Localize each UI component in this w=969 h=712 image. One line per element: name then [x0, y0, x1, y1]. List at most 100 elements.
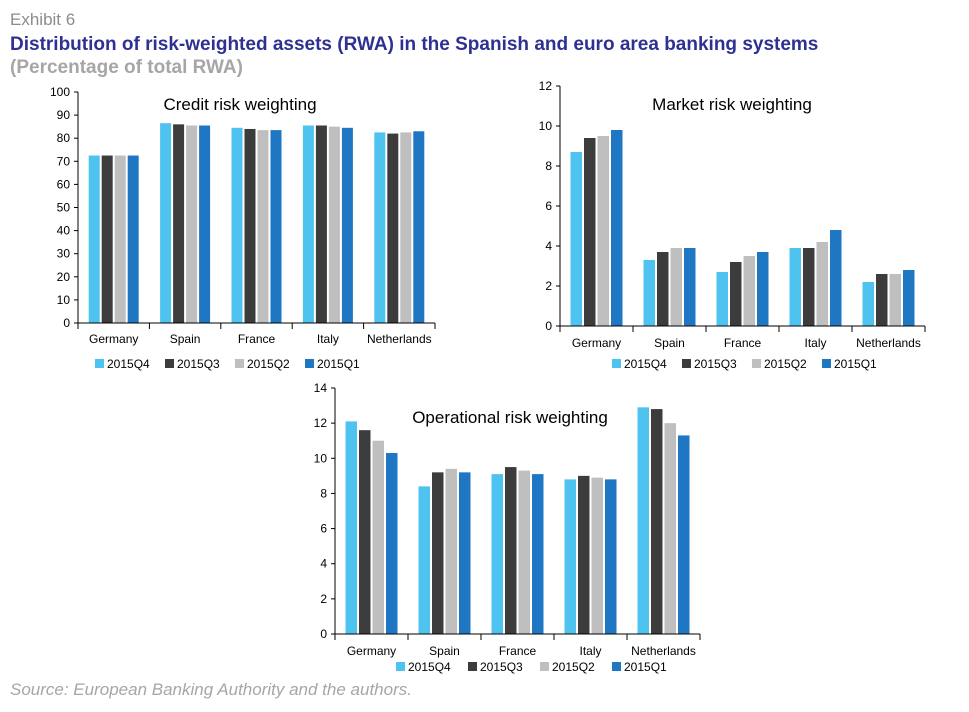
- operational-bar-spain-2015q3: [432, 472, 444, 634]
- market-category-label: Germany: [572, 336, 621, 350]
- operational-bar-spain-2015q1: [459, 472, 471, 634]
- credit-y-tick-label: 70: [57, 154, 71, 168]
- credit-y-tick-label: 60: [57, 177, 71, 191]
- credit-category-label: Spain: [170, 332, 201, 346]
- credit-bar-italy-2015q4: [302, 125, 314, 323]
- credit-y-tick-label: 10: [57, 293, 71, 307]
- market-bar-italy-2015q3: [803, 248, 815, 326]
- credit-bar-france-2015q3: [244, 128, 256, 323]
- operational-risk-chart: 0 2 4 6 8 10 12 14 Germany Spain France Italy Nether…: [314, 381, 701, 674]
- operational-legend-label-2015q2: 2015Q2: [552, 660, 595, 674]
- exhibit-label: Exhibit 6: [10, 10, 76, 29]
- credit-bar-france-2015q4: [231, 127, 243, 324]
- market-bar-italy-2015q2: [816, 242, 828, 326]
- operational-y-tick-label: 2: [320, 592, 327, 606]
- market-legend-label-2015q1: 2015Q1: [834, 357, 877, 371]
- operational-legend-label-2015q3: 2015Q3: [480, 660, 523, 674]
- market-legend-label-2015q3: 2015Q3: [694, 357, 737, 371]
- operational-bar-italy-2015q4: [564, 479, 576, 634]
- credit-legend-label-2015q3: 2015Q3: [177, 357, 220, 371]
- credit-bar-france-2015q1: [270, 130, 282, 323]
- operational-bar-netherlands-2015q1: [678, 435, 690, 634]
- market-category-label: Italy: [804, 336, 826, 350]
- credit-bar-germany-2015q4: [88, 155, 100, 323]
- market-y-tick-label: 2: [545, 279, 552, 293]
- credit-y-tick-label: 0: [63, 316, 70, 330]
- market-risk-chart: 0 2 4 6 8 10 12 Germany Spain France Italy Netherla…: [539, 79, 926, 371]
- operational-category-label: Netherlands: [631, 644, 696, 658]
- credit-bar-spain-2015q2: [186, 125, 198, 323]
- market-legend-label-2015q2: 2015Q2: [764, 357, 807, 371]
- market-bar-netherlands-2015q4: [862, 282, 874, 326]
- market-y-tick-label: 6: [545, 199, 552, 213]
- market-y-tick-label: 4: [545, 239, 552, 253]
- market-bar-netherlands-2015q1: [903, 270, 915, 326]
- market-category-label: France: [724, 336, 762, 350]
- credit-y-tick-label: 20: [57, 270, 71, 284]
- operational-chart-title: Operational risk weighting: [412, 408, 608, 427]
- market-legend-label-2015q4: 2015Q4: [624, 357, 667, 371]
- operational-bar-germany-2015q2: [372, 440, 384, 634]
- market-bar-spain-2015q2: [670, 248, 682, 326]
- operational-y-tick-label: 10: [314, 451, 328, 465]
- market-bar-germany-2015q3: [584, 138, 596, 326]
- credit-category-label: Germany: [89, 332, 138, 346]
- market-bar-italy-2015q4: [789, 248, 801, 326]
- credit-legend-swatch-2015q1: [305, 359, 314, 368]
- market-legend-swatch-2015q4: [612, 359, 621, 368]
- operational-y-tick-label: 0: [320, 627, 327, 641]
- operational-legend-swatch-2015q2: [540, 662, 549, 671]
- credit-y-tick-label: 40: [57, 224, 71, 238]
- operational-category-label: Italy: [579, 644, 601, 658]
- market-bar-france-2015q1: [757, 252, 769, 326]
- market-bar-netherlands-2015q2: [889, 274, 901, 326]
- credit-y-tick-label: 90: [57, 108, 71, 122]
- credit-chart-title: Credit risk weighting: [163, 95, 316, 114]
- credit-y-tick-label: 100: [50, 85, 70, 99]
- operational-bar-germany-2015q4: [345, 421, 357, 634]
- credit-bar-italy-2015q2: [328, 126, 340, 324]
- market-bar-spain-2015q1: [684, 248, 696, 326]
- operational-bar-france-2015q1: [532, 474, 544, 634]
- market-y-tick-label: 12: [539, 79, 553, 93]
- figure-subtitle: (Percentage of total RWA): [10, 57, 243, 78]
- operational-bar-italy-2015q3: [578, 475, 590, 634]
- operational-bar-germany-2015q1: [386, 453, 398, 634]
- source-note: Source: European Banking Authority and t…: [10, 680, 412, 699]
- credit-legend-swatch-2015q4: [95, 359, 104, 368]
- market-bar-france-2015q4: [716, 272, 728, 326]
- operational-bar-netherlands-2015q3: [651, 409, 663, 634]
- operational-legend-swatch-2015q4: [396, 662, 405, 671]
- figure-title: Distribution of risk-weighted assets (RW…: [10, 34, 819, 55]
- operational-y-tick-label: 4: [320, 557, 327, 571]
- operational-category-label: France: [499, 644, 537, 658]
- operational-category-label: Spain: [429, 644, 460, 658]
- credit-bar-spain-2015q4: [160, 123, 172, 323]
- credit-bar-netherlands-2015q2: [400, 132, 412, 323]
- market-bar-netherlands-2015q3: [876, 274, 888, 326]
- market-legend-swatch-2015q2: [752, 359, 761, 368]
- market-category-label: Netherlands: [856, 336, 921, 350]
- operational-bar-france-2015q2: [518, 470, 530, 634]
- credit-bar-netherlands-2015q1: [413, 131, 425, 323]
- credit-y-tick-label: 80: [57, 131, 71, 145]
- market-bar-france-2015q2: [743, 256, 755, 326]
- operational-legend-label-2015q4: 2015Q4: [408, 660, 451, 674]
- credit-legend-label-2015q4: 2015Q4: [107, 357, 150, 371]
- operational-legend-label-2015q1: 2015Q1: [624, 660, 667, 674]
- credit-bar-spain-2015q1: [199, 125, 211, 323]
- credit-category-label: Netherlands: [367, 332, 432, 346]
- credit-bar-italy-2015q1: [341, 127, 353, 324]
- credit-bar-netherlands-2015q3: [387, 133, 399, 323]
- credit-category-label: Italy: [317, 332, 339, 346]
- operational-category-label: Germany: [347, 644, 396, 658]
- operational-bar-spain-2015q2: [445, 468, 457, 634]
- credit-bar-germany-2015q2: [114, 155, 126, 323]
- operational-y-tick-label: 6: [320, 522, 327, 536]
- market-bar-spain-2015q4: [643, 260, 655, 326]
- credit-y-tick-label: 50: [57, 201, 71, 215]
- market-chart-title: Market risk weighting: [652, 95, 812, 114]
- market-bar-germany-2015q4: [570, 152, 582, 326]
- credit-category-label: France: [238, 332, 276, 346]
- operational-y-tick-label: 12: [314, 416, 328, 430]
